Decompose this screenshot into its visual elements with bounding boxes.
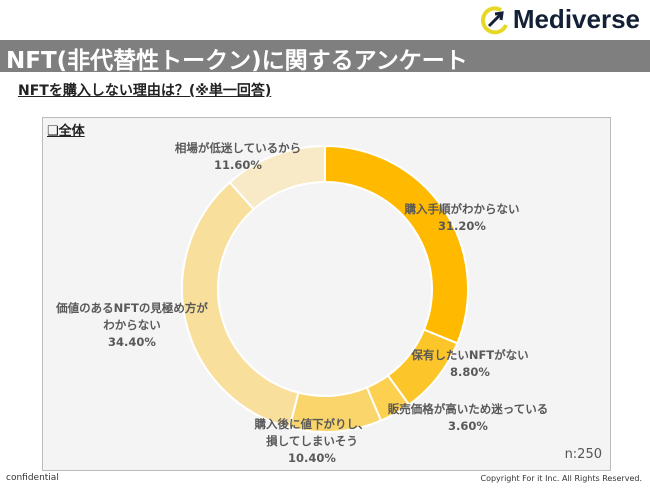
segment-label: ❑全体: [47, 124, 85, 139]
slice-category-label: 購入後に値下がりし、: [254, 417, 370, 431]
slice-category-label: 損してしまいそう: [266, 434, 358, 448]
slice-category-label: 購入手順がわからない: [404, 202, 520, 216]
sample-size: n:250: [564, 447, 602, 462]
brand-logo: Mediverse: [479, 4, 640, 35]
donut-slice: [324, 144, 469, 345]
slice-value-label: 3.60%: [448, 419, 488, 433]
question-text: NFTを購入しない理由は？(※単一回答): [18, 83, 272, 99]
confidential-label: confidential: [6, 473, 59, 483]
donut-slice: [181, 180, 300, 429]
page-title: NFT(非代替性トークン)に関するアンケート: [6, 48, 468, 74]
slice-value-label: 8.80%: [450, 365, 490, 379]
slice-value-label: 10.40%: [288, 451, 336, 465]
slice-category-label: わからない: [103, 318, 161, 332]
slice-value-label: 34.40%: [108, 335, 156, 349]
brand-name: Mediverse: [512, 4, 640, 34]
copyright: Copyright For it Inc. All Rights Reserve…: [480, 474, 642, 483]
slice-value-label: 11.60%: [214, 158, 262, 172]
slice-category-label: 相場が低迷しているから: [175, 141, 301, 155]
rocket-moon-icon: [480, 5, 508, 34]
donut-slice: [228, 144, 326, 211]
title-bar: NFT(非代替性トークン)に関するアンケート: [0, 40, 650, 74]
slice-value-label: 31.20%: [438, 219, 486, 233]
slice-category-label: 保有したいNFTがない: [410, 348, 528, 362]
slice-category-label: 販売価格が高いため迷っている: [388, 402, 548, 416]
slice-category-label: 価値のあるNFTの見極め方が: [55, 301, 208, 315]
